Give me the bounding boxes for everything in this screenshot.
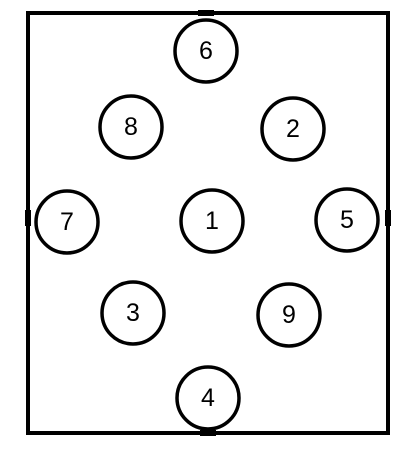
nodes-layer: 6 8 2 7 1 5 3 9 4 [34, 18, 380, 431]
node-label: 7 [60, 208, 74, 236]
node-label: 3 [126, 299, 140, 327]
node-4: 4 [175, 365, 241, 431]
node-label: 5 [340, 206, 354, 234]
node-label: 2 [286, 115, 300, 143]
node-circle [256, 282, 322, 348]
node-1: 1 [179, 188, 245, 254]
node-label: 9 [282, 301, 296, 329]
node-circle [179, 188, 245, 254]
node-circle [173, 18, 239, 84]
node-circle [175, 365, 241, 431]
node-circle [260, 96, 326, 162]
node-label: 1 [205, 207, 219, 235]
left-edge-tab [25, 210, 31, 226]
node-2: 2 [260, 96, 326, 162]
right-edge-tab [385, 210, 391, 226]
node-7: 7 [34, 189, 100, 255]
top-edge-tab [198, 10, 214, 16]
node-circle [98, 94, 164, 160]
node-label: 4 [201, 384, 215, 412]
bottom-edge-tab [200, 430, 216, 436]
node-label: 6 [199, 37, 213, 65]
node-circle [34, 189, 100, 255]
node-5: 5 [314, 187, 380, 253]
node-3: 3 [100, 280, 166, 346]
node-8: 8 [98, 94, 164, 160]
node-circle [100, 280, 166, 346]
node-6: 6 [173, 18, 239, 84]
node-9: 9 [256, 282, 322, 348]
node-circle [314, 187, 380, 253]
node-label: 8 [124, 113, 138, 141]
